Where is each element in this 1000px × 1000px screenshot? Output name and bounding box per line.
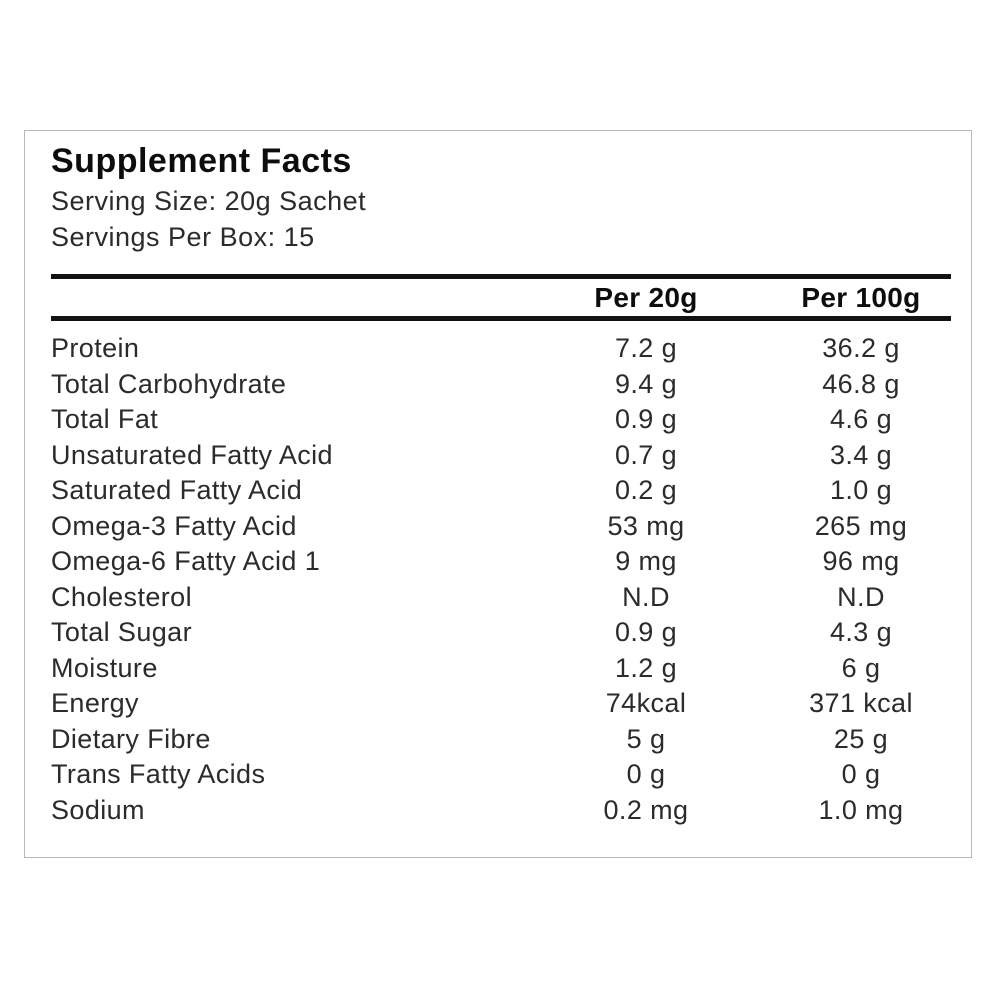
nutrient-name: Unsaturated Fatty Acid — [51, 439, 333, 470]
table-row: Moisture 1.2 g 6 g — [51, 651, 951, 687]
servings-per-box-text: Servings Per Box: 15 — [51, 222, 315, 252]
value-per-20g: 0 g — [626, 759, 666, 789]
table-row: Protein 7.2 g 36.2 g — [51, 331, 951, 367]
nutrient-name: Sodium — [51, 794, 145, 825]
value-per-100g: 371 kcal — [809, 688, 913, 718]
value-per-100g: 46.8 g — [822, 368, 900, 399]
nutrient-name: Total Fat — [51, 404, 159, 434]
value-per-100g: 3.4 g — [829, 439, 893, 470]
table-row: Total Sugar 0.9 g 4.3 g — [51, 615, 951, 651]
serving-size-text: Serving Size: 20g Sachet — [51, 186, 367, 216]
nutrient-name: Saturated Fatty Acid — [51, 475, 303, 505]
value-per-20g: 0.9 g — [614, 617, 678, 647]
table-row: Total Fat 0.9 g 4.6 g — [51, 402, 951, 438]
value-per-20g: N.D — [622, 581, 670, 612]
nutrient-name: Energy — [51, 688, 139, 718]
column-header-per-100g: Per 100g — [801, 281, 921, 313]
table-row: Dietary Fibre 5 g 25 g — [51, 722, 951, 758]
panel-title: Supplement Facts — [51, 142, 352, 180]
supplement-facts-panel: Supplement Facts Serving Size: 20g Sache… — [24, 130, 972, 858]
nutrient-name: Omega-6 Fatty Acid 1 — [51, 546, 321, 576]
value-per-100g: 25 g — [833, 723, 889, 754]
value-per-20g: 1.2 g — [614, 652, 678, 683]
value-per-100g: 4.6 g — [829, 404, 893, 434]
divider-rule-header — [51, 316, 951, 321]
nutrient-name: Moisture — [51, 652, 158, 683]
panel-content: Supplement Facts Serving Size: 20g Sache… — [25, 131, 971, 828]
nutrient-name: Cholesterol — [51, 581, 192, 612]
nutrient-name: Protein — [51, 333, 140, 363]
table-row: Saturated Fatty Acid 0.2 g 1.0 g — [51, 473, 951, 509]
nutrient-name: Dietary Fibre — [51, 723, 211, 754]
value-per-100g: 96 mg — [822, 546, 900, 576]
table-row: Unsaturated Fatty Acid 0.7 g 3.4 g — [51, 438, 951, 474]
nutrient-name: Omega-3 Fatty Acid — [51, 510, 297, 541]
table-row: Energy 74kcal 371 kcal — [51, 686, 951, 722]
value-per-20g: 0.2 g — [614, 475, 678, 505]
value-per-100g: N.D — [837, 581, 885, 612]
column-header-per-20g: Per 20g — [594, 281, 698, 313]
nutrient-table: Protein 7.2 g 36.2 g Total Carbohydrate … — [51, 331, 949, 828]
value-per-100g: 1.0 g — [829, 475, 893, 505]
value-per-100g: 4.3 g — [829, 617, 893, 647]
divider-rule-top — [51, 274, 951, 279]
value-per-100g: 36.2 g — [822, 333, 900, 363]
value-per-100g: 265 mg — [814, 510, 908, 541]
table-row: Omega-6 Fatty Acid 1 9 mg 96 mg — [51, 544, 951, 580]
value-per-20g: 0.2 mg — [603, 794, 689, 825]
table-row: Total Carbohydrate 9.4 g 46.8 g — [51, 367, 951, 403]
nutrient-name: Trans Fatty Acids — [51, 759, 266, 789]
table-row: Omega-3 Fatty Acid 53 mg 265 mg — [51, 509, 951, 545]
value-per-100g: 6 g — [841, 652, 881, 683]
value-per-100g: 0 g — [841, 759, 881, 789]
value-per-20g: 7.2 g — [614, 333, 678, 363]
value-per-20g: 9.4 g — [614, 368, 678, 399]
value-per-20g: 9 mg — [615, 546, 677, 576]
value-per-20g: 74kcal — [605, 688, 687, 718]
value-per-20g: 5 g — [626, 723, 666, 754]
value-per-100g: 1.0 mg — [818, 794, 904, 825]
value-per-20g: 0.7 g — [614, 439, 678, 470]
table-row: Sodium 0.2 mg 1.0 mg — [51, 793, 951, 829]
value-per-20g: 53 mg — [607, 510, 685, 541]
table-row: Trans Fatty Acids 0 g 0 g — [51, 757, 951, 793]
value-per-20g: 0.9 g — [614, 404, 678, 434]
table-header-row: Per 20g Per 100g — [51, 279, 951, 316]
nutrient-name: Total Sugar — [51, 617, 192, 647]
nutrient-name: Total Carbohydrate — [51, 368, 287, 399]
table-row: Cholesterol N.D N.D — [51, 580, 951, 616]
